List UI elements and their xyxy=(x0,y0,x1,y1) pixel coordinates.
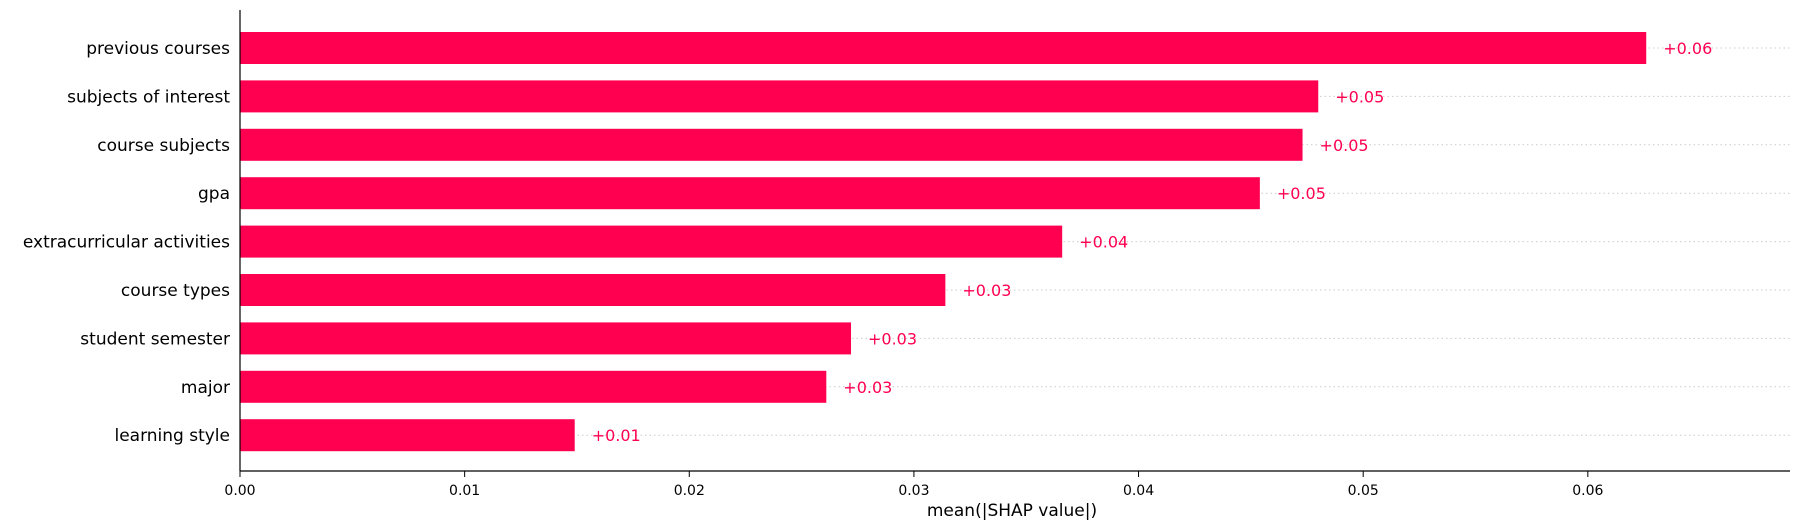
x-tick-layer: 0.00 0.01 0.02 0.03 0.04 0.05 0.06 xyxy=(224,471,1604,499)
bar-layer xyxy=(240,32,1647,452)
x-tick-label: 0.04 xyxy=(1123,483,1154,499)
feature-label: subjects of interest xyxy=(67,87,230,107)
feature-label: course types xyxy=(121,281,230,301)
label-layer: previous courses +0.06 subjects of interes… xyxy=(23,39,1712,446)
bar xyxy=(240,370,827,403)
x-tick-label: 0.06 xyxy=(1572,483,1603,499)
bar xyxy=(240,322,852,355)
feature-label: student semester xyxy=(80,329,230,349)
x-axis-title: mean(|SHAP value|) xyxy=(927,501,1097,521)
feature-label: gpa xyxy=(198,184,230,204)
x-tick-label: 0.01 xyxy=(449,483,480,499)
x-tick-label: 0.00 xyxy=(224,483,255,499)
value-label: +0.06 xyxy=(1663,39,1712,58)
value-label: +0.05 xyxy=(1335,87,1384,106)
value-label: +0.05 xyxy=(1277,184,1326,203)
feature-label: learning style xyxy=(114,426,230,446)
feature-label: extracurricular activities xyxy=(23,233,230,253)
value-label: +0.01 xyxy=(592,426,641,445)
x-tick-label: 0.02 xyxy=(674,483,705,499)
bar xyxy=(240,419,575,452)
bar xyxy=(240,177,1260,210)
value-label: +0.03 xyxy=(868,329,917,348)
x-tick-label: 0.05 xyxy=(1348,483,1379,499)
bar xyxy=(240,128,1303,161)
bar xyxy=(240,80,1319,113)
value-label: +0.03 xyxy=(843,378,892,397)
feature-label: previous courses xyxy=(86,39,230,59)
value-label: +0.03 xyxy=(962,281,1011,300)
bar xyxy=(240,32,1647,64)
feature-label: course subjects xyxy=(97,136,230,156)
value-label: +0.05 xyxy=(1320,136,1369,155)
axis-layer xyxy=(239,10,1790,472)
x-tick-label: 0.03 xyxy=(898,483,929,499)
value-label: +0.04 xyxy=(1079,233,1128,252)
feature-label: major xyxy=(181,378,230,398)
bar xyxy=(240,274,946,306)
bar xyxy=(240,225,1063,258)
